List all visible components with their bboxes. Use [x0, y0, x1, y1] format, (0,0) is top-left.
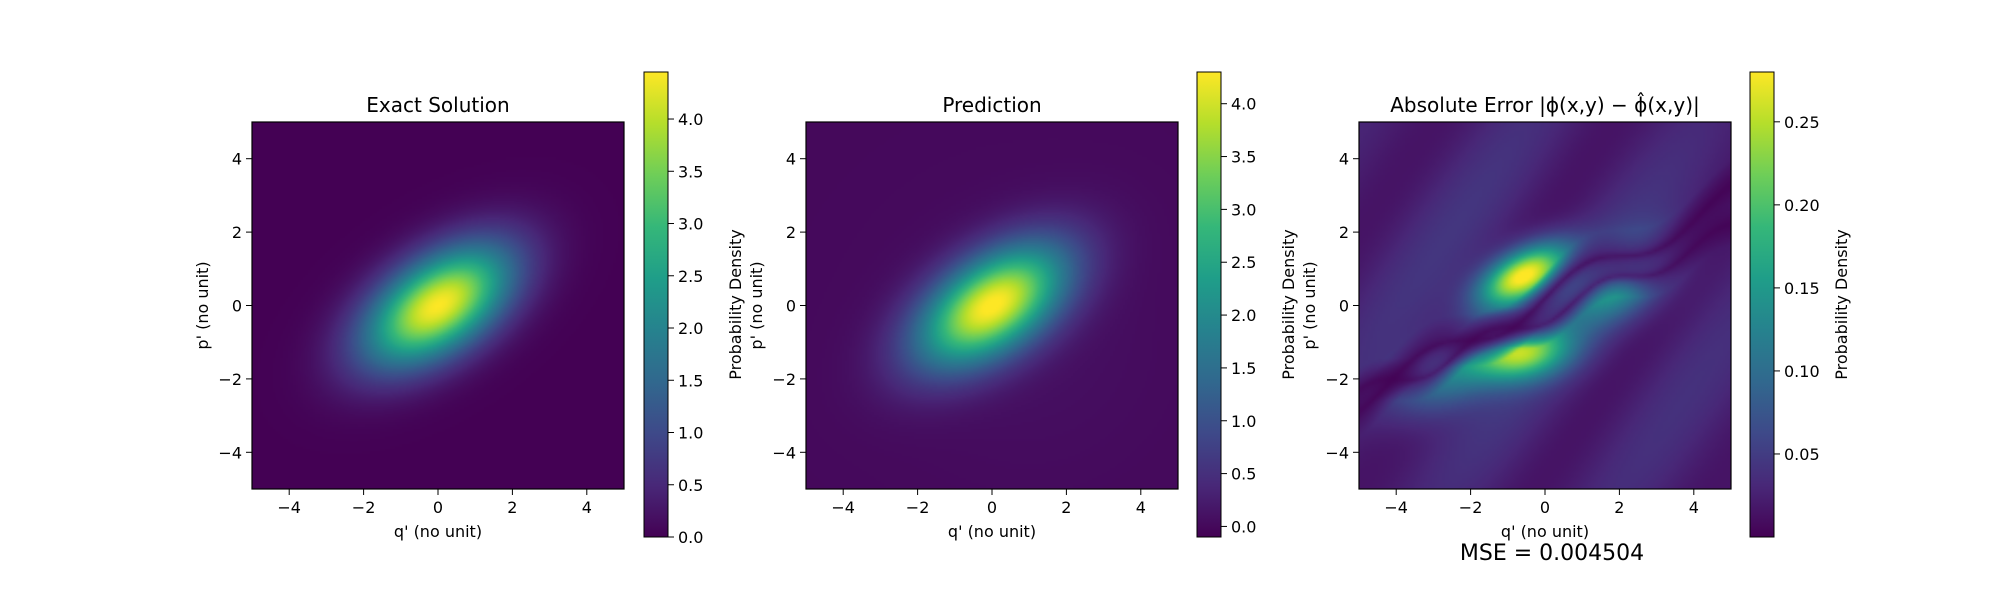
colorbar-tick-label: 4.0 [1231, 95, 1256, 114]
x-tick-label: 4 [1136, 498, 1146, 517]
x-tick-label: 4 [1689, 498, 1699, 517]
y-tick-label: 0 [786, 297, 796, 316]
colorbar-tick-label: 2.5 [678, 267, 703, 286]
chart-title: Absolute Error |ϕ(x,y) − ϕ̂(x,y)| [1390, 92, 1699, 117]
colorbar-tick-label: 2.5 [1231, 253, 1256, 272]
colorbar [1196, 71, 1222, 538]
colorbar-tick-label: 0.5 [678, 476, 703, 495]
colorbar-tick-label: 1.0 [678, 424, 703, 443]
colorbar-tick-label: 2.0 [1231, 306, 1256, 325]
y-tick-label: −2 [772, 370, 796, 389]
x-tick-label: −2 [352, 498, 376, 517]
colorbar-tick-label: 0.25 [1784, 113, 1820, 132]
colorbar-tick-label: 1.5 [1231, 359, 1256, 378]
x-tick-label: 0 [1540, 498, 1550, 517]
heatmap-image [806, 122, 1178, 489]
y-axis-label: p' (no unit) [193, 261, 212, 349]
x-tick-label: 4 [582, 498, 592, 517]
colorbar-tick-label: 1.5 [678, 371, 703, 390]
colorbar-label: Probability Density [1279, 229, 1298, 380]
panel-1: Exact Solution −4 −2 0 2 4 −4 −2 0 2 4 q' (no unit)… [193, 71, 745, 547]
colorbar-tick-label: 3.5 [1231, 148, 1256, 167]
colorbar-tick-label: 0.20 [1784, 196, 1820, 215]
mse-label: MSE = 0.004504 [1460, 541, 1644, 566]
x-axis-label: q' (no unit) [948, 522, 1036, 541]
x-tick-label: 0 [433, 498, 443, 517]
x-tick-label: −2 [1459, 498, 1483, 517]
colorbar-tick-label: 2.0 [678, 319, 703, 338]
x-tick-label: −2 [906, 498, 930, 517]
x-tick-label: −4 [831, 498, 855, 517]
colorbar-tick-label: 0.05 [1784, 445, 1820, 464]
colorbar-tick-label: 3.5 [678, 162, 703, 181]
colorbar-tick-label: 0.0 [1231, 517, 1256, 536]
chart-title: Exact Solution [366, 93, 509, 117]
y-tick-label: 4 [786, 150, 796, 169]
x-tick-label: 2 [1061, 498, 1071, 517]
y-tick-label: 4 [232, 150, 242, 169]
y-tick-label: −4 [772, 443, 796, 462]
x-tick-label: −4 [277, 498, 301, 517]
x-axis-label: q' (no unit) [394, 522, 482, 541]
x-tick-label: 2 [1614, 498, 1624, 517]
y-axis-label: p' (no unit) [1300, 261, 1319, 349]
y-tick-label: −4 [218, 443, 242, 462]
y-axis-label: p' (no unit) [747, 261, 766, 349]
colorbar [643, 71, 669, 538]
x-tick-label: 2 [507, 498, 517, 517]
colorbar-tick-label: 0.15 [1784, 279, 1820, 298]
y-tick-label: 0 [1339, 297, 1349, 316]
y-tick-label: −2 [218, 370, 242, 389]
colorbar [1749, 71, 1775, 538]
x-tick-label: −4 [1384, 498, 1408, 517]
y-tick-label: 2 [786, 223, 796, 242]
y-tick-label: 2 [1339, 223, 1349, 242]
colorbar-tick-label: 0.10 [1784, 362, 1820, 381]
y-tick-label: 0 [232, 297, 242, 316]
y-tick-label: 2 [232, 223, 242, 242]
x-tick-label: 0 [987, 498, 997, 517]
x-axis-label: q' (no unit) [1501, 522, 1589, 541]
colorbar-tick-label: 0.5 [1231, 465, 1256, 484]
heatmap-image [1359, 122, 1731, 489]
colorbar-tick-label: 0.0 [678, 528, 703, 547]
y-tick-label: −4 [1325, 443, 1349, 462]
colorbar-tick-label: 1.0 [1231, 412, 1256, 431]
colorbar-tick-label: 4.0 [678, 110, 703, 129]
colorbar-label: Probability Density [726, 229, 745, 380]
colorbar-tick-label: 3.0 [678, 215, 703, 234]
colorbar-tick-label: 3.0 [1231, 200, 1256, 219]
chart-title: Prediction [942, 93, 1041, 117]
panel-2: Prediction −4 −2 0 2 4 −4 −2 0 2 4 q' (no unit) p' (… [747, 71, 1298, 541]
colorbar-label: Probability Density [1832, 229, 1851, 380]
y-tick-label: 4 [1339, 150, 1349, 169]
y-tick-label: −2 [1325, 370, 1349, 389]
panel-3: Absolute Error |ϕ(x,y) − ϕ̂(x,y)| −4 −2 0 2 4… [1300, 71, 1851, 541]
heatmap-image [252, 122, 624, 489]
